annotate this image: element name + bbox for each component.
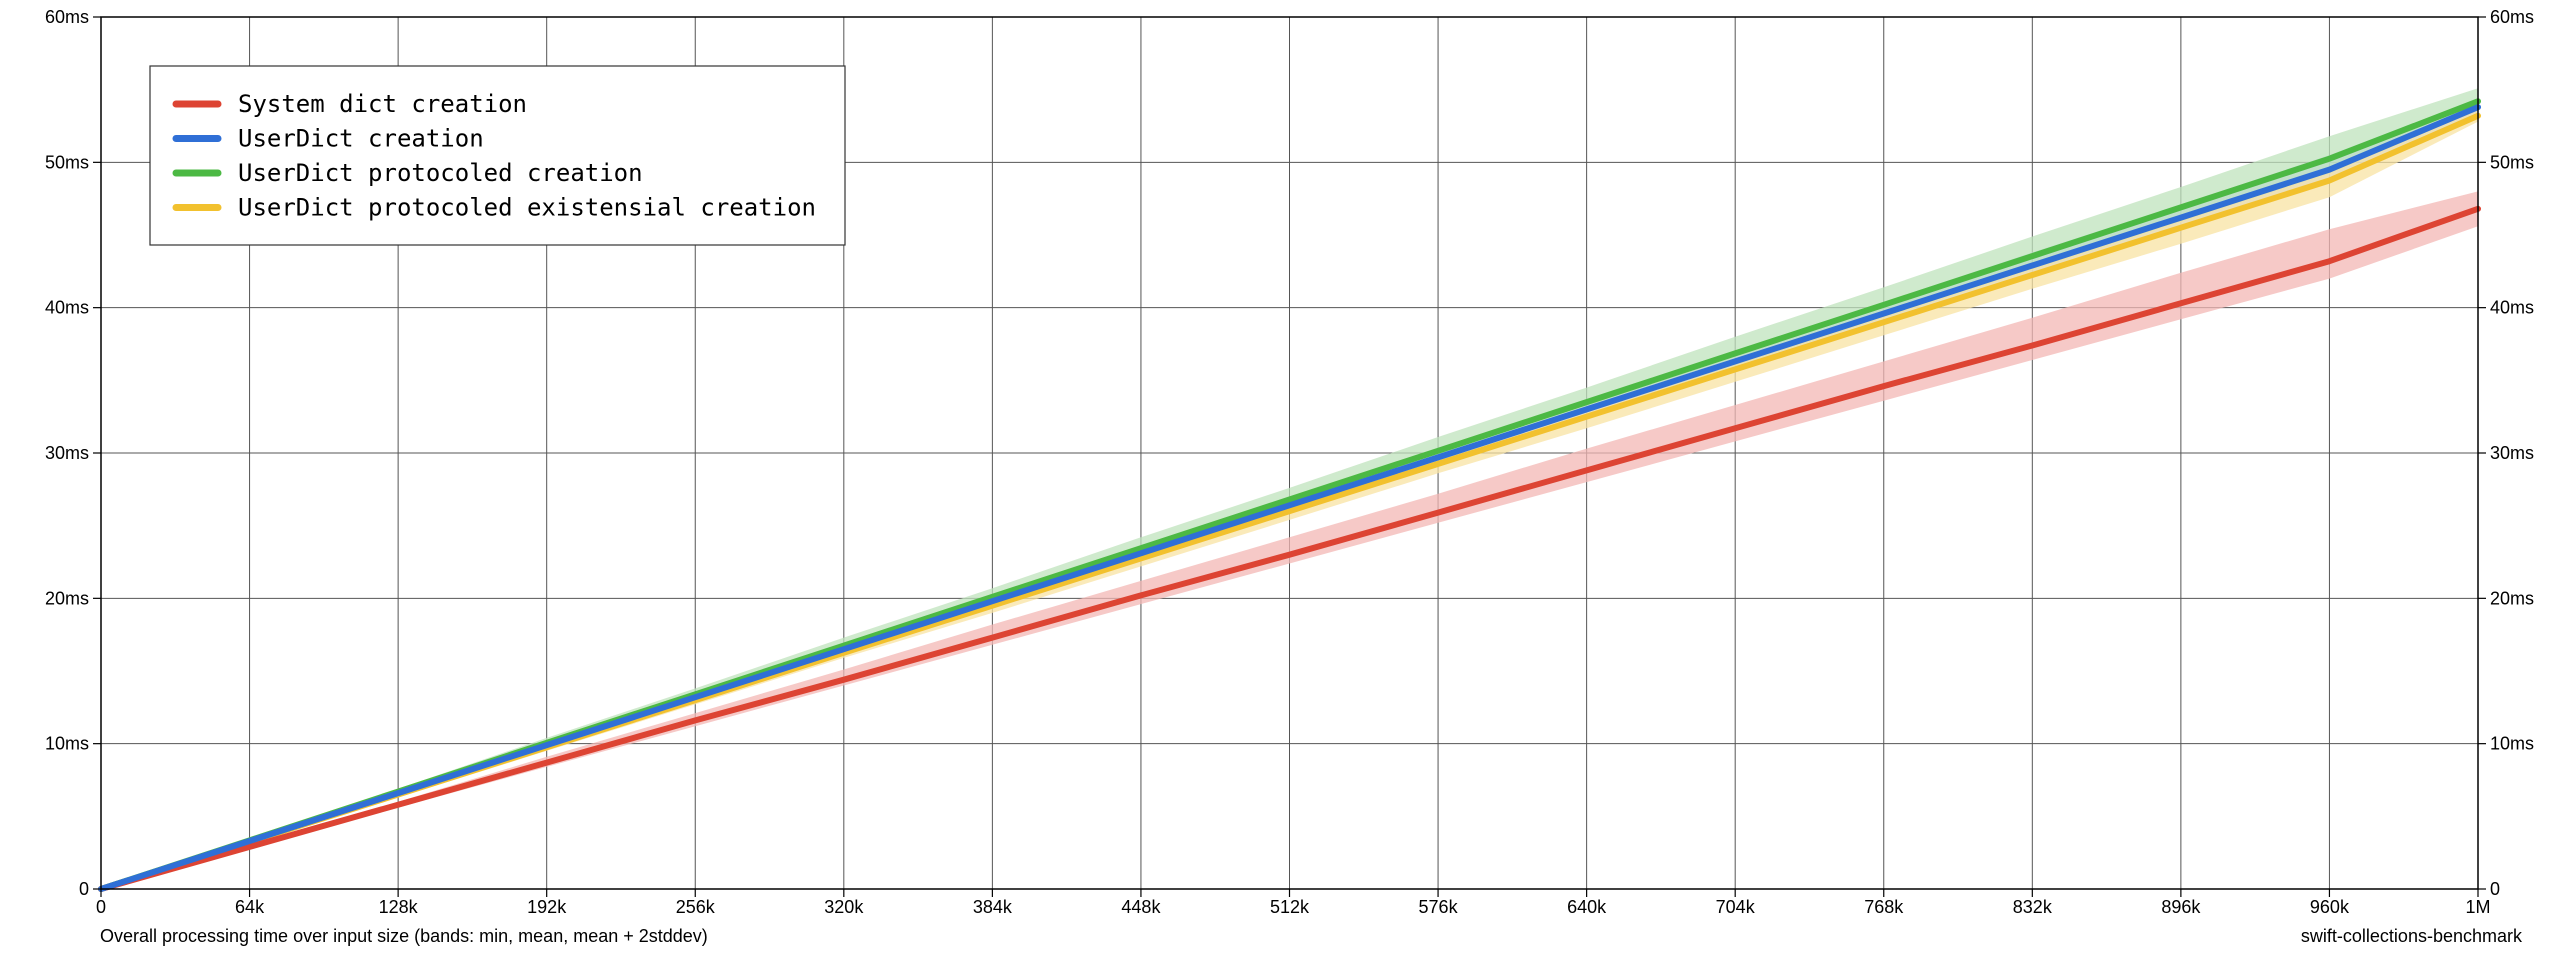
- y-tick-label: 50ms: [45, 152, 89, 172]
- series-bands: [101, 88, 2478, 889]
- y-tick-label: 30ms: [2490, 443, 2534, 463]
- line-userdict-creation: [98, 104, 2481, 892]
- x-axis: 0 64k 128k 192k 256k 320k 384k 448k 512k 576k 640k…: [96, 889, 2491, 917]
- y-axis-right: 0 10ms 20ms 30ms 40ms 50ms 60ms: [2478, 7, 2534, 899]
- y-tick-label: 60ms: [2490, 7, 2534, 27]
- y-tick-label: 0: [2490, 879, 2500, 899]
- y-axis-left: 0 10ms 20ms 30ms 40ms 50ms 60ms: [45, 7, 101, 899]
- x-tick-label: 896k: [2161, 897, 2201, 917]
- legend: System dict creation UserDict creation Use…: [149, 65, 846, 246]
- y-tick-label: 20ms: [45, 588, 89, 608]
- y-tick-label: 20ms: [2490, 588, 2534, 608]
- x-tick-label: 640k: [1567, 897, 1607, 917]
- x-tick-label: 320k: [824, 897, 864, 917]
- x-tick-label: 960k: [2310, 897, 2350, 917]
- x-tick-label: 768k: [1864, 897, 1904, 917]
- y-tick-label: 50ms: [2490, 152, 2534, 172]
- line-system-dict-creation: [98, 205, 2481, 892]
- x-tick-label: 512k: [1270, 897, 1310, 917]
- legend-box: [149, 65, 846, 246]
- benchmark-source-label: swift-collections-benchmark: [2300, 926, 2522, 946]
- legend-label-system-dict-creation: System dict creation: [238, 90, 527, 118]
- x-tick-label: 448k: [1121, 897, 1161, 917]
- x-tick-label: 192k: [527, 897, 567, 917]
- x-tick-label: 0: [96, 897, 106, 917]
- legend-label-userdict-protocoled-existensial-creation: UserDict protocoled existensial creation: [238, 194, 816, 222]
- x-tick-label: 576k: [1419, 897, 1459, 917]
- chart-caption: Overall processing time over input size …: [100, 926, 708, 946]
- y-tick-label: 60ms: [45, 7, 89, 27]
- x-tick-label: 704k: [1716, 897, 1756, 917]
- y-tick-label: 40ms: [2490, 298, 2534, 318]
- y-tick-label: 10ms: [2490, 734, 2534, 754]
- x-tick-label: 64k: [235, 897, 265, 917]
- x-tick-label: 128k: [379, 897, 419, 917]
- y-tick-label: 0: [79, 879, 89, 899]
- x-tick-label: 256k: [676, 897, 716, 917]
- y-tick-label: 40ms: [45, 298, 89, 318]
- legend-label-userdict-protocoled-creation: UserDict protocoled creation: [238, 159, 643, 187]
- x-tick-label: 832k: [2013, 897, 2053, 917]
- band-system-dict-creation: [101, 191, 2478, 889]
- band-userdict-protocoled-creation: [101, 88, 2478, 889]
- series-lines: [98, 98, 2481, 892]
- x-tick-label: 1M: [2465, 897, 2490, 917]
- y-tick-label: 10ms: [45, 734, 89, 754]
- x-tick-label: 384k: [973, 897, 1013, 917]
- legend-label-userdict-creation: UserDict creation: [238, 125, 484, 153]
- y-tick-label: 30ms: [45, 443, 89, 463]
